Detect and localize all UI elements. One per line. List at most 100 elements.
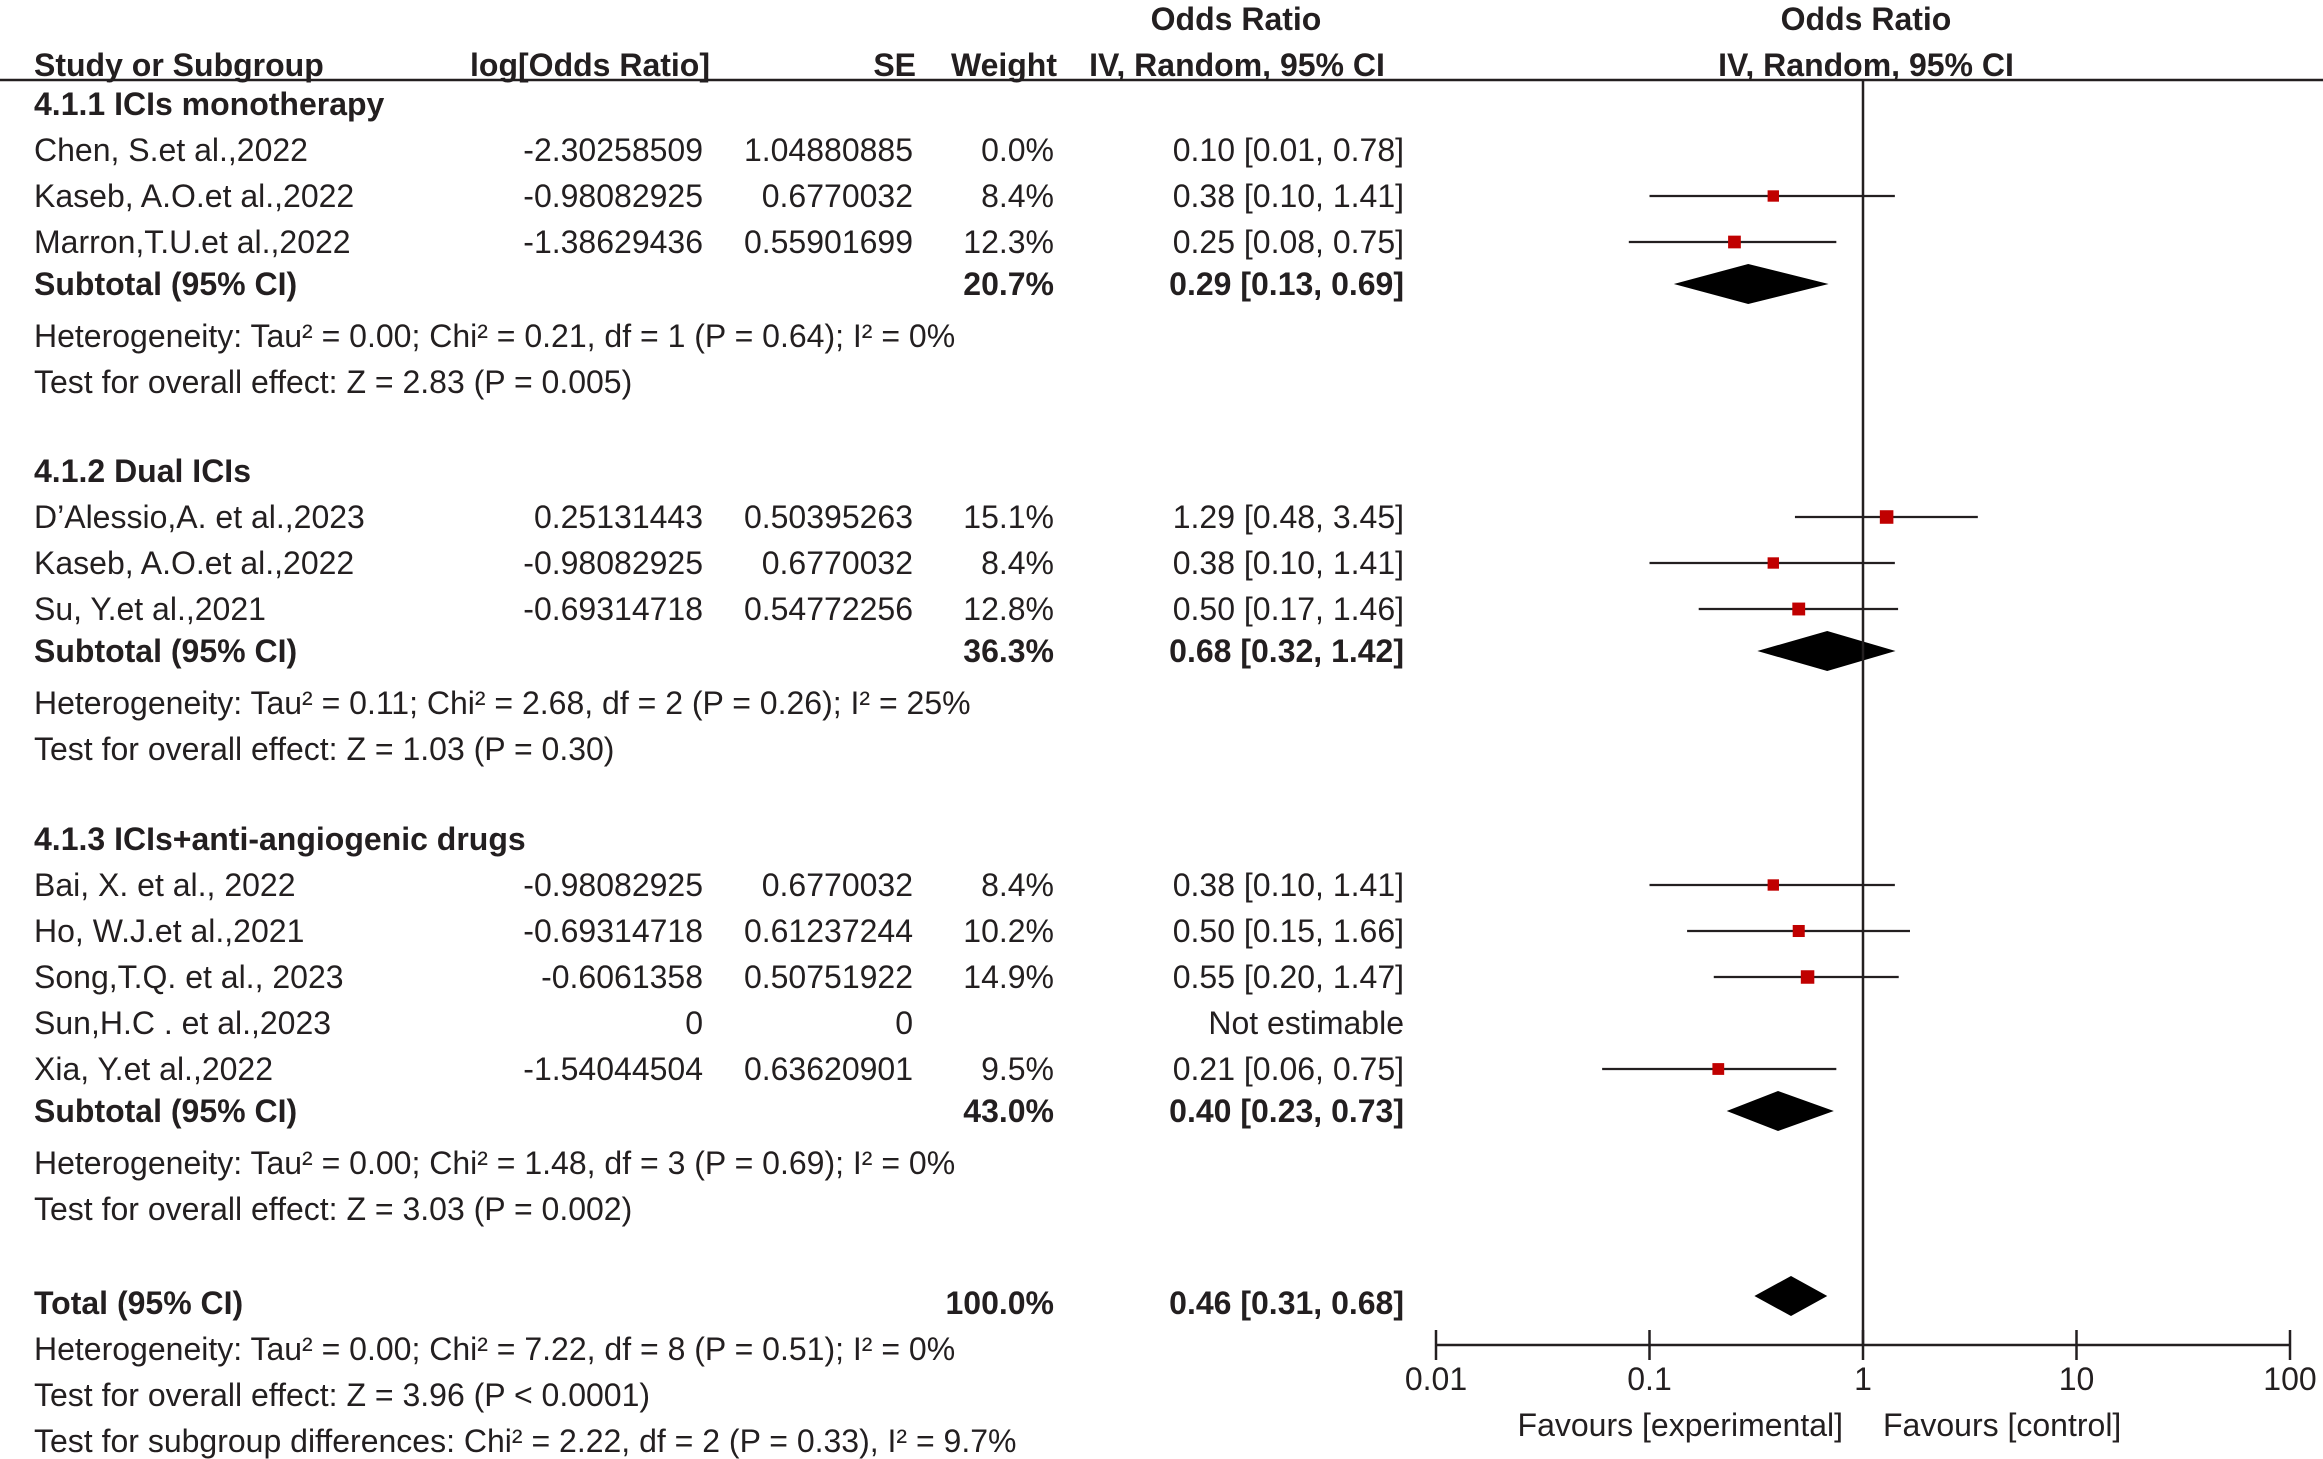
favours-left-label: Favours [experimental] — [1518, 1407, 1843, 1443]
subtotal-weight: 36.3% — [963, 633, 1054, 669]
study-weight: 15.1% — [963, 499, 1054, 535]
study-point — [1800, 970, 1815, 984]
study-log-or: -0.69314718 — [523, 591, 703, 627]
header-se: SE — [873, 47, 916, 83]
study-se: 0.50395263 — [744, 499, 913, 535]
study-name: Bai, X. et al., 2022 — [34, 867, 296, 903]
study-weight: 12.3% — [963, 224, 1054, 260]
study-log-or: -1.38629436 — [523, 224, 703, 260]
study-ci: Not estimable — [1208, 1005, 1404, 1041]
total-heterogeneity-text: Heterogeneity: Tau² = 0.00; Chi² = 7.22,… — [34, 1331, 955, 1367]
study-name: D’Alessio,A. et al.,2023 — [34, 499, 365, 535]
heterogeneity-text: Heterogeneity: Tau² = 0.11; Chi² = 2.68,… — [34, 685, 971, 721]
study-se: 0.6770032 — [762, 867, 913, 903]
header-plot-method: IV, Random, 95% CI — [1718, 47, 2014, 83]
study-log-or: -0.98082925 — [523, 545, 703, 581]
study-weight: 14.9% — [963, 959, 1054, 995]
subgroup-title: 4.1.1 ICIs monotherapy — [34, 86, 385, 122]
study-name: Kaseb, A.O.et al.,2022 — [34, 545, 354, 581]
subgroup-title: 4.1.3 ICIs+anti-angiogenic drugs — [34, 821, 526, 857]
study-se: 0.54772256 — [744, 591, 913, 627]
table-rows: 4.1.1 ICIs monotherapy Chen, S.et al.,202… — [34, 86, 1404, 1459]
study-name: Chen, S.et al.,2022 — [34, 132, 308, 168]
subtotal-label: Subtotal (95% CI) — [34, 633, 297, 669]
study-log-or: 0 — [685, 1005, 703, 1041]
study-se: 0 — [895, 1005, 913, 1041]
study-log-or: 0.25131443 — [534, 499, 703, 535]
subtotal-ci: 0.29 [0.13, 0.69] — [1169, 266, 1404, 302]
study-log-or: -0.98082925 — [523, 867, 703, 903]
study-name: Su, Y.et al.,2021 — [34, 591, 266, 627]
study-ci: 0.10 [0.01, 0.78] — [1173, 132, 1404, 168]
subtotal-ci: 0.40 [0.23, 0.73] — [1169, 1093, 1404, 1129]
study-weight: 8.4% — [981, 867, 1054, 903]
subtotal-label: Subtotal (95% CI) — [34, 266, 297, 302]
study-log-or: -0.98082925 — [523, 178, 703, 214]
study-se: 0.6770032 — [762, 545, 913, 581]
study-name: Xia, Y.et al.,2022 — [34, 1051, 273, 1087]
header-or-top: Odds Ratio — [1151, 1, 1322, 37]
header-log-or: log[Odds Ratio] — [470, 47, 710, 83]
study-weight: 0.0% — [981, 132, 1054, 168]
study-point — [1792, 924, 1805, 938]
axis-tick-label: 100 — [2263, 1361, 2316, 1397]
study-log-or: -1.54044504 — [523, 1051, 703, 1087]
study-point — [1712, 1063, 1725, 1075]
study-se: 1.04880885 — [744, 132, 913, 168]
axis-tick-label: 0.01 — [1405, 1361, 1467, 1397]
axis-tick-label: 0.1 — [1627, 1361, 1671, 1397]
study-log-or: -0.6061358 — [541, 959, 703, 995]
header-weight: Weight — [951, 47, 1057, 83]
subtotal-ci: 0.68 [0.32, 1.42] — [1169, 633, 1404, 669]
study-name: Kaseb, A.O.et al.,2022 — [34, 178, 354, 214]
study-point — [1767, 879, 1779, 891]
axis-tick-label: 10 — [2059, 1361, 2095, 1397]
study-ci: 0.55 [0.20, 1.47] — [1173, 959, 1404, 995]
study-ci: 0.50 [0.15, 1.66] — [1173, 913, 1404, 949]
subtotal-diamond — [1673, 264, 1829, 304]
total-diamond — [1754, 1276, 1828, 1316]
study-weight: 9.5% — [981, 1051, 1054, 1087]
study-se: 0.63620901 — [744, 1051, 913, 1087]
x-axis: 0.01 0.1 1 10 100 Favours [experimental] Favou… — [1405, 1330, 2317, 1443]
total-overall-effect-text: Test for overall effect: Z = 3.96 (P < 0… — [34, 1377, 650, 1413]
study-point — [1879, 510, 1894, 524]
study-point — [1792, 602, 1806, 616]
study-weight: 8.4% — [981, 545, 1054, 581]
header-study: Study or Subgroup — [34, 47, 324, 83]
study-weight: 10.2% — [963, 913, 1054, 949]
overall-effect-text: Test for overall effect: Z = 2.83 (P = 0… — [34, 364, 632, 400]
subgroup-differences-text: Test for subgroup differences: Chi² = 2.… — [34, 1423, 1016, 1459]
subtotal-weight: 43.0% — [963, 1093, 1054, 1129]
study-name: Sun,H.C . et al.,2023 — [34, 1005, 331, 1041]
total-weight: 100.0% — [945, 1285, 1054, 1321]
study-weight: 12.8% — [963, 591, 1054, 627]
header-plot-top: Odds Ratio — [1781, 1, 1952, 37]
subtotal-diamond — [1726, 1091, 1834, 1131]
study-ci: 1.29 [0.48, 3.45] — [1173, 499, 1404, 535]
subtotal-weight: 20.7% — [963, 266, 1054, 302]
subtotal-label: Subtotal (95% CI) — [34, 1093, 297, 1129]
favours-right-label: Favours [control] — [1883, 1407, 2121, 1443]
study-ci: 0.25 [0.08, 0.75] — [1173, 224, 1404, 260]
overall-effect-text: Test for overall effect: Z = 3.03 (P = 0… — [34, 1191, 632, 1227]
subtotal-diamond — [1757, 631, 1896, 671]
heterogeneity-text: Heterogeneity: Tau² = 0.00; Chi² = 1.48,… — [34, 1145, 955, 1181]
study-log-or: -2.30258509 — [523, 132, 703, 168]
heterogeneity-text: Heterogeneity: Tau² = 0.00; Chi² = 0.21,… — [34, 318, 955, 354]
study-point — [1767, 557, 1779, 569]
header-or-method: IV, Random, 95% CI — [1089, 47, 1385, 83]
study-se: 0.61237244 — [744, 913, 913, 949]
total-label: Total (95% CI) — [34, 1285, 243, 1321]
study-name: Ho, W.J.et al.,2021 — [34, 913, 304, 949]
study-se: 0.6770032 — [762, 178, 913, 214]
study-point — [1728, 235, 1741, 249]
study-point — [1767, 190, 1779, 202]
study-weight: 8.4% — [981, 178, 1054, 214]
study-se: 0.50751922 — [744, 959, 913, 995]
study-se: 0.55901699 — [744, 224, 913, 260]
study-ci: 0.38 [0.10, 1.41] — [1173, 545, 1404, 581]
total-ci: 0.46 [0.31, 0.68] — [1169, 1285, 1404, 1321]
study-ci: 0.38 [0.10, 1.41] — [1173, 867, 1404, 903]
